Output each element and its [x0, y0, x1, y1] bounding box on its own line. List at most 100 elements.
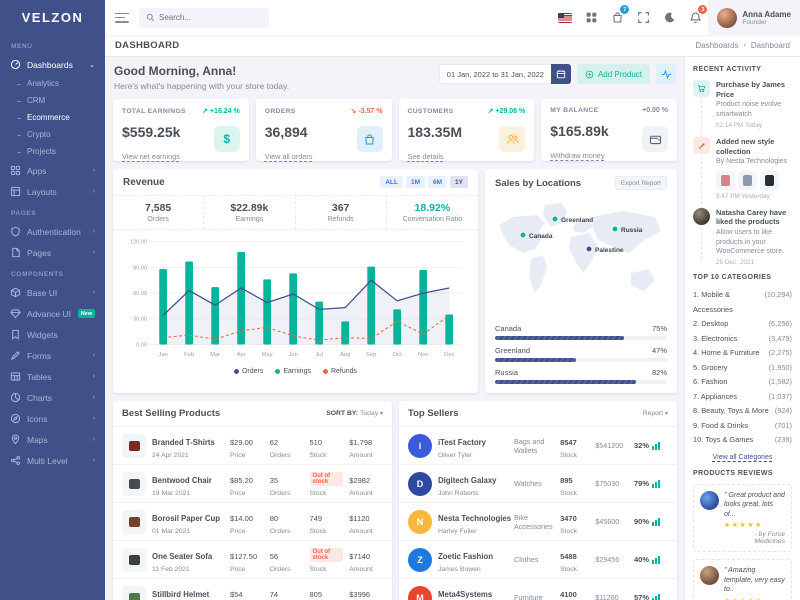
sidebar-item-base-ui[interactable]: Base UI ›	[0, 282, 105, 303]
tab-6m[interactable]: 6M	[428, 176, 448, 188]
seller-logo: i	[408, 433, 432, 458]
sidebar-item-widgets[interactable]: Widgets	[0, 324, 105, 345]
sidebar-item-layouts[interactable]: Layouts ›	[0, 181, 105, 202]
seller-logo: N	[408, 509, 432, 534]
stat-delta: +16.24 %	[202, 107, 240, 115]
sidebar-item-pages[interactable]: Pages ›	[0, 242, 105, 263]
apps-icon	[10, 165, 21, 176]
topbar: 7 3 Anna Adame Founder	[105, 0, 800, 35]
revenue-range-tabs: ALL 1M 6M 1Y	[380, 176, 468, 188]
product-thumb[interactable]	[716, 170, 735, 190]
chevron-right-icon: ›	[92, 394, 95, 401]
withdraw-money-link[interactable]: Withdraw money	[550, 151, 605, 160]
base-ui-icon	[10, 287, 21, 298]
chart-legend: Orders Earnings Refunds	[113, 365, 478, 382]
brand-logo[interactable]: VELZON	[21, 10, 84, 25]
earnings-legend-dot	[275, 369, 281, 374]
shopping-bag-icon	[356, 126, 383, 152]
revenue-chart: 0.00 30.00 60.00 90.00 120.00 Jan Feb Mar Apr May…	[113, 230, 478, 365]
sidebar-item-multi-level[interactable]: Multi Level ›	[0, 450, 105, 471]
chevron-right-icon: ›	[92, 188, 95, 195]
chevron-right-icon: ›	[92, 352, 95, 359]
reviewer-logo	[700, 490, 719, 510]
caret-down-icon: ▾	[379, 411, 383, 417]
category-row: 2. Desktop (6,256)	[693, 319, 792, 329]
sidebar-item-forms[interactable]: Forms ›	[0, 345, 105, 366]
svg-text:0.00: 0.00	[136, 342, 147, 348]
sidebar-item-ecommerce[interactable]: Ecommerce	[0, 109, 105, 126]
dark-mode-button[interactable]	[656, 0, 682, 35]
activity-item: Natasha Carey have liked the products Al…	[693, 207, 792, 266]
fullscreen-button[interactable]	[630, 0, 656, 35]
mini-chart-icon	[652, 480, 661, 488]
orders-legend-dot	[233, 369, 239, 374]
add-product-button[interactable]: Add Product	[576, 64, 650, 84]
sidebar-item-projects[interactable]: Projects	[0, 143, 105, 160]
mini-chart-icon	[652, 518, 661, 526]
sort-by-dropdown[interactable]: SORT BY: Today ▾	[326, 410, 383, 417]
sidebar-item-analytics[interactable]: Analytics	[0, 75, 105, 92]
stat-value: 183.35M	[407, 124, 462, 140]
search-box	[139, 7, 269, 28]
report-dropdown[interactable]: Report ▾	[642, 410, 668, 417]
product-thumb[interactable]	[760, 170, 779, 190]
sidebar-item-dashboards[interactable]: Dashboards ⌄	[0, 54, 105, 75]
activity-shortcut-button[interactable]	[656, 64, 676, 84]
sales-by-locations-card: Sales by Locations Export Report	[485, 169, 677, 393]
sidebar-item-charts[interactable]: Charts ›	[0, 387, 105, 408]
russia-marker	[611, 225, 619, 233]
multi-level-icon	[10, 455, 21, 466]
date-range-value[interactable]: 01 Jan, 2022 to 31 Jan, 2022	[438, 64, 551, 84]
date-range-picker: 01 Jan, 2022 to 31 Jan, 2022	[438, 64, 571, 84]
world-map: Greenland Canada Russia Palestine	[485, 197, 677, 314]
search-input[interactable]	[159, 13, 259, 22]
sidebar-item-maps[interactable]: Maps ›	[0, 429, 105, 450]
star-rating: ★★★★★	[724, 597, 785, 600]
recent-activity-title: RECENT ACTIVITY	[693, 66, 762, 73]
view-all-categories-link[interactable]: View all Categories	[712, 453, 773, 461]
mini-chart-icon	[652, 442, 661, 450]
cart-button[interactable]: 7	[604, 0, 630, 35]
table-row: Branded T-Shirts 24 Apr 2021 $29.00 Price …	[113, 426, 392, 464]
canada-label: Canada	[529, 233, 553, 240]
chevron-right-icon: ›	[92, 415, 95, 422]
view-all-orders-link[interactable]: View all orders	[264, 152, 313, 161]
notifications-button[interactable]: 3	[682, 0, 708, 35]
canada-marker	[519, 231, 527, 239]
seller-logo: M	[408, 585, 432, 600]
chevron-right-icon: ›	[92, 373, 95, 380]
stat-cards-row: TOTAL EARNINGS +16.24 % $559.25k View ne…	[113, 99, 677, 161]
sidebar-item-icons[interactable]: Icons ›	[0, 408, 105, 429]
export-report-button[interactable]: Export Report	[614, 176, 667, 190]
sidebar-item-advance-ui[interactable]: Advance UI New	[0, 303, 105, 324]
tab-1y[interactable]: 1Y	[450, 176, 468, 188]
top-categories-list: 1. Mobile & Accessories (10,294) 2. Deskt…	[693, 288, 792, 448]
category-row: 8. Beauty, Toys & More (924)	[693, 406, 792, 416]
sidebar-item-crm[interactable]: CRM	[0, 92, 105, 109]
stat-value: $559.25k	[122, 124, 181, 140]
svg-text:120.00: 120.00	[130, 240, 147, 246]
see-details-link[interactable]: See details	[407, 152, 444, 161]
sidebar-item-tables[interactable]: Tables ›	[0, 366, 105, 387]
mini-chart-icon	[652, 594, 661, 600]
user-menu[interactable]: Anna Adame Founder	[708, 0, 800, 35]
calendar-button[interactable]	[550, 64, 571, 84]
fullscreen-icon	[637, 11, 650, 24]
tab-1m[interactable]: 1M	[405, 176, 426, 188]
sidebar-item-authentication[interactable]: Authentication ›	[0, 221, 105, 242]
view-net-earnings-link[interactable]: View net earnings	[122, 152, 180, 161]
table-row: i iTest Factory Oliver Tyler Bags and Wal…	[399, 426, 677, 464]
apps-grid-button[interactable]	[578, 0, 604, 35]
language-flag-button[interactable]	[552, 0, 578, 35]
breadcrumb-parent[interactable]: Dashboards	[695, 41, 739, 50]
hamburger-menu-icon[interactable]	[115, 12, 129, 23]
activity-product-thumbs	[716, 170, 792, 190]
sidebar-item-crypto[interactable]: Crypto	[0, 126, 105, 143]
revenue-title: Revenue	[123, 176, 165, 188]
breadcrumb-separator: ›	[743, 42, 746, 49]
breadcrumb-current: Dashboard	[750, 41, 790, 50]
tab-all[interactable]: ALL	[380, 176, 403, 188]
product-thumb[interactable]	[738, 170, 757, 190]
sidebar-item-apps[interactable]: Apps ›	[0, 160, 105, 181]
calendar-icon	[556, 69, 566, 79]
